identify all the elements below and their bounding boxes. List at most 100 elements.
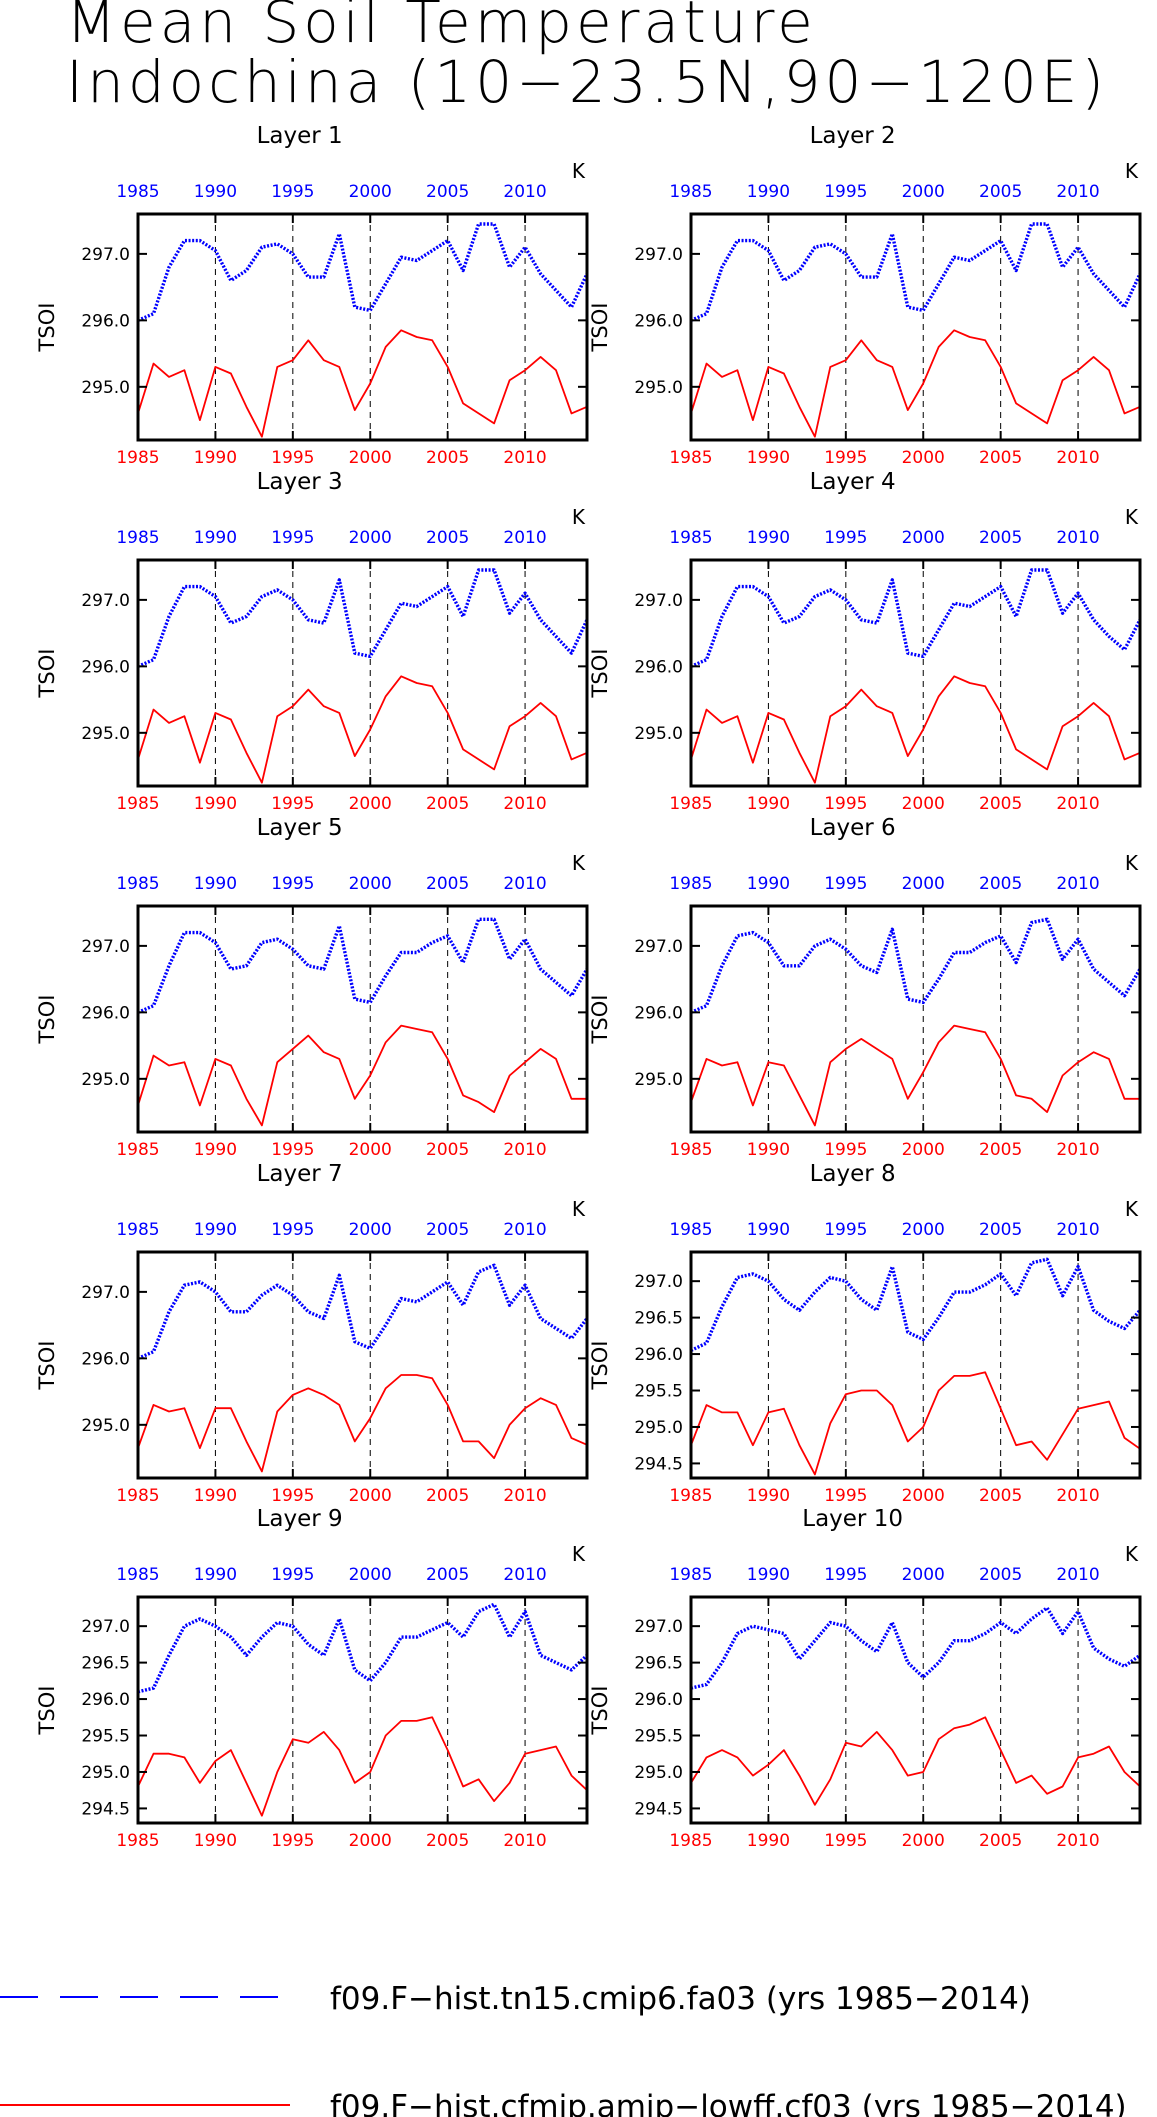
y-tick-label: 297.0: [634, 1617, 683, 1637]
x-tick-label-top: 1985: [669, 528, 712, 548]
legend-entry: f09.F−hist.tn15.cmip6.fa03 (yrs 1985−201…: [0, 1981, 1031, 2017]
x-tick-label-bottom: 2000: [349, 1831, 392, 1851]
legend-label: f09.F−hist.cfmip.amip−lowff.cf03 (yrs 19…: [330, 2089, 1127, 2117]
x-tick-label-bottom: 1985: [116, 1486, 159, 1506]
x-tick-label-top: 1995: [271, 182, 314, 202]
x-tick-label-bottom: 2010: [1056, 1831, 1099, 1851]
chart-grid: 1985 1985 1990 1990 1995 1995 2000 2000 2005 2005…: [35, 123, 1142, 1851]
panel-title: Layer 6: [810, 815, 896, 841]
x-tick-label-top: 2010: [503, 182, 546, 202]
y-tick-label: 295.0: [634, 1763, 683, 1783]
layer-panel: 1985 1985 1990 1990 1995 1995 2000 2000 2005 2005…: [35, 1506, 589, 1851]
x-tick-label-bottom: 1990: [747, 448, 790, 468]
x-tick-label-top: 2010: [1056, 874, 1099, 894]
x-tick-label-top: 1985: [116, 874, 159, 894]
panel-title: Layer 1: [257, 123, 343, 149]
x-tick-label-bottom: 1985: [669, 794, 712, 814]
x-tick-label-bottom: 2005: [426, 794, 469, 814]
x-tick-label-bottom: 2000: [349, 448, 392, 468]
series-line-b: [137, 1716, 588, 1817]
x-tick-label-top: 1995: [824, 1565, 867, 1585]
series-line-a: [690, 917, 1142, 1014]
y-axis-label: TSOI: [35, 1341, 59, 1391]
x-tick-label-top: 1990: [194, 874, 237, 894]
y-axis-label: TSOI: [35, 649, 59, 699]
series-line-b: [690, 1716, 1141, 1806]
series-line-a: [690, 1257, 1142, 1352]
x-tick-label-top: 1995: [824, 874, 867, 894]
plot-frame: [689, 904, 1142, 1134]
y-tick-label: 296.0: [634, 1345, 683, 1365]
x-tick-label-top: 2000: [349, 1565, 392, 1585]
legend: f09.F−hist.tn15.cmip6.fa03 (yrs 1985−201…: [0, 1981, 1127, 2117]
x-tick-label-top: 1985: [116, 528, 159, 548]
series-line-a: [137, 568, 589, 668]
y-tick-label: 295.0: [81, 724, 130, 744]
layer-panel: 1985 1985 1990 1990 1995 1995 2000 2000 2005 2005…: [35, 815, 589, 1160]
series-line-b: [690, 329, 1141, 438]
x-tick-label-bottom: 2010: [503, 1486, 546, 1506]
x-tick-label-top: 1995: [271, 1565, 314, 1585]
x-tick-label-top: 2010: [1056, 1220, 1099, 1240]
x-tick-label-top: 2010: [1056, 1565, 1099, 1585]
units-label: K: [1125, 505, 1139, 529]
x-tick-label-top: 1990: [747, 1565, 790, 1585]
x-tick-label-top: 2000: [349, 874, 392, 894]
x-tick-label-bottom: 2010: [1056, 794, 1099, 814]
x-tick-label-top: 2005: [426, 1565, 469, 1585]
x-tick-label-top: 1990: [194, 1220, 237, 1240]
x-tick-label-bottom: 1990: [194, 1831, 237, 1851]
panel-title: Layer 9: [257, 1506, 343, 1532]
y-axis-label: TSOI: [35, 303, 59, 353]
x-tick-label-bottom: 2010: [503, 448, 546, 468]
y-tick-label: 296.0: [634, 657, 683, 677]
x-tick-label-bottom: 2005: [979, 1486, 1022, 1506]
units-label: K: [572, 1542, 586, 1566]
x-tick-label-top: 1990: [747, 1220, 790, 1240]
plot-frame: [136, 558, 589, 788]
plot-frame: [689, 212, 1142, 442]
y-tick-label: 295.0: [634, 378, 683, 398]
x-tick-label-bottom: 1995: [824, 1831, 867, 1851]
units-label: K: [1125, 159, 1139, 183]
x-tick-label-top: 1985: [669, 1220, 712, 1240]
x-tick-label-top: 1990: [747, 874, 790, 894]
series-line-a: [137, 1263, 589, 1360]
units-label: K: [572, 159, 586, 183]
y-tick-label: 297.0: [81, 937, 130, 957]
y-tick-label: 297.0: [81, 1283, 130, 1303]
series-line-a: [137, 222, 589, 322]
x-tick-label-top: 2000: [902, 1220, 945, 1240]
x-tick-label-bottom: 1985: [669, 1831, 712, 1851]
x-tick-label-bottom: 1995: [271, 1486, 314, 1506]
layer-panel: 1985 1985 1990 1990 1995 1995 2000 2000 2005 2005…: [588, 123, 1142, 468]
y-tick-label: 294.5: [81, 1799, 130, 1819]
x-tick-label-top: 2010: [503, 1220, 546, 1240]
x-tick-label-top: 2010: [503, 528, 546, 548]
series-line-b: [690, 1371, 1141, 1476]
x-tick-label-bottom: 1990: [194, 1140, 237, 1160]
series-line-b: [137, 1024, 587, 1127]
series-line-a: [690, 1606, 1141, 1690]
y-tick-label: 296.0: [81, 1349, 130, 1369]
x-tick-label-bottom: 1985: [116, 1831, 159, 1851]
x-tick-label-bottom: 1985: [116, 794, 159, 814]
y-tick-label: 295.0: [634, 1070, 683, 1090]
plot-frame: [689, 1250, 1142, 1480]
y-tick-label: 296.5: [81, 1654, 130, 1674]
y-tick-label: 295.0: [634, 1418, 683, 1438]
y-axis-label: TSOI: [588, 995, 612, 1045]
x-tick-label-bottom: 2000: [902, 794, 945, 814]
x-tick-label-bottom: 2010: [503, 794, 546, 814]
x-tick-label-bottom: 2005: [979, 794, 1022, 814]
y-axis-label: TSOI: [588, 303, 612, 353]
series-line-b: [690, 675, 1141, 784]
x-tick-label-top: 2005: [426, 528, 469, 548]
x-tick-label-top: 2005: [979, 1220, 1022, 1240]
y-tick-label: 297.0: [81, 245, 130, 265]
units-label: K: [572, 1197, 586, 1221]
series-line-a: [137, 1602, 589, 1694]
x-tick-label-bottom: 1990: [194, 448, 237, 468]
y-tick-label: 294.5: [634, 1454, 683, 1474]
x-tick-label-top: 1985: [669, 1565, 712, 1585]
